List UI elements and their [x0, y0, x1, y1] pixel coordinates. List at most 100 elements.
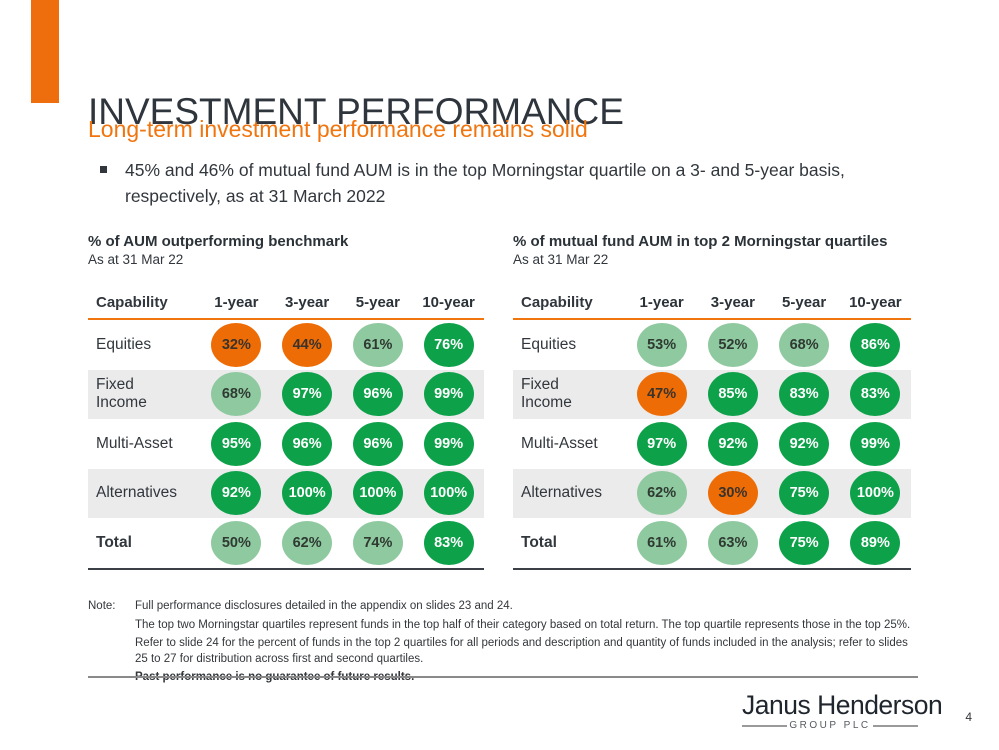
- table-title: % of mutual fund AUM in top 2 Morningsta…: [513, 233, 888, 250]
- column-header-10-year: 10-year: [849, 293, 902, 311]
- value-badge: 97%: [282, 372, 333, 417]
- value-badge: 32%: [211, 322, 262, 367]
- row-label: Multi-Asset: [521, 434, 598, 452]
- value-badge: 99%: [423, 372, 474, 417]
- table-row-alternatives: Alternatives 92% 100% 100% 100%: [88, 468, 484, 518]
- value-badge: 74%: [352, 520, 403, 565]
- value-badge: 97%: [636, 421, 687, 466]
- value-badge: 61%: [636, 520, 687, 565]
- row-label: Alternatives: [521, 484, 602, 502]
- table-row-multi-asset: Multi-Asset 95% 96% 96% 99%: [88, 419, 484, 469]
- table-row-fixed-income: Fixed Income 68% 97% 96% 99%: [88, 369, 484, 419]
- column-header-capability: Capability: [96, 293, 168, 311]
- logo-rule-right: [872, 724, 919, 727]
- value-badge: 50%: [211, 520, 262, 565]
- bullet-item: 45% and 46% of mutual fund AUM is in the…: [100, 157, 900, 209]
- value-badge: 83%: [779, 372, 830, 417]
- value-badge: 92%: [211, 471, 262, 516]
- row-label: Total: [521, 533, 557, 551]
- note-label: Note:: [88, 600, 116, 612]
- logo-subline: GROUP PLC: [742, 720, 919, 731]
- logo-wordmark: Janus Henderson: [742, 690, 943, 720]
- value-badge: 100%: [352, 471, 403, 516]
- table-as-at-date: As at 31 Mar 22: [513, 252, 609, 267]
- value-badge: 63%: [707, 520, 758, 565]
- value-badge: 96%: [352, 372, 403, 417]
- logo-rule-left: [742, 724, 788, 727]
- value-badge: 75%: [779, 520, 830, 565]
- table-row-equities: Equities 53% 52% 68% 86%: [513, 320, 911, 370]
- value-badge: 62%: [636, 471, 687, 516]
- note-line: Full performance disclosures detailed in…: [135, 600, 513, 612]
- value-badge: 62%: [282, 520, 333, 565]
- table-as-at-date: As at 31 Mar 22: [88, 252, 184, 267]
- row-label: Equities: [521, 335, 577, 353]
- value-badge: 96%: [352, 421, 403, 466]
- bullet-text: 45% and 46% of mutual fund AUM is in the…: [125, 160, 845, 206]
- value-badge: 52%: [707, 322, 758, 367]
- table-row-total: Total 61% 63% 75% 89%: [513, 518, 911, 570]
- column-header-1-year: 1-year: [214, 293, 259, 311]
- value-badge: 95%: [211, 421, 262, 466]
- table-header-row: Capability 1-year 3-year 5-year 10-year: [88, 286, 484, 320]
- value-badge: 89%: [850, 520, 901, 565]
- column-header-10-year: 10-year: [422, 293, 475, 311]
- table-row-fixed-income: Fixed Income 47% 85% 83% 83%: [513, 369, 911, 419]
- table-header-row: Capability 1-year 3-year 5-year 10-year: [513, 286, 911, 320]
- page-title: INVESTMENT PERFORMANCE: [88, 90, 624, 132]
- value-badge: 76%: [423, 322, 474, 367]
- note-body: Full performance disclosures detailed in…: [135, 599, 922, 689]
- value-badge: 30%: [707, 471, 758, 516]
- value-badge: 100%: [850, 471, 901, 516]
- footer-divider: [88, 676, 918, 678]
- footnote-block: Note: Full performance disclosures detai…: [88, 599, 922, 689]
- table-row-alternatives: Alternatives 62% 30% 75% 100%: [513, 468, 911, 518]
- value-badge: 86%: [850, 322, 901, 367]
- row-label: Fixed Income: [521, 376, 572, 412]
- note-line: Refer to slide 24 for the percent of fun…: [135, 637, 908, 665]
- column-header-capability: Capability: [521, 293, 593, 311]
- value-badge: 61%: [352, 322, 403, 367]
- value-badge: 53%: [636, 322, 687, 367]
- column-header-3-year: 3-year: [285, 293, 330, 311]
- value-badge: 83%: [423, 520, 474, 565]
- value-badge: 100%: [423, 471, 474, 516]
- tables-container: % of AUM outperforming benchmark As at 3…: [88, 232, 911, 570]
- note-line: The top two Morningstar quartiles repres…: [135, 618, 911, 631]
- row-label: Multi-Asset: [96, 434, 173, 452]
- value-badge: 68%: [211, 372, 262, 417]
- value-badge: 44%: [282, 322, 333, 367]
- bullet-square-icon: [100, 166, 107, 173]
- page-number: 4: [965, 710, 972, 724]
- column-header-3-year: 3-year: [710, 293, 755, 311]
- value-badge: 99%: [850, 421, 901, 466]
- janus-henderson-logo: Janus Henderson GROUP PLC: [742, 690, 943, 731]
- morningstar-quartiles-table: % of mutual fund AUM in top 2 Morningsta…: [513, 232, 911, 570]
- value-badge: 47%: [636, 372, 687, 417]
- row-label: Fixed Income: [96, 376, 147, 412]
- aum-outperforming-benchmark-table: % of AUM outperforming benchmark As at 3…: [88, 232, 484, 570]
- value-badge: 100%: [282, 471, 333, 516]
- value-badge: 75%: [779, 471, 830, 516]
- table-title: % of AUM outperforming benchmark: [88, 233, 349, 250]
- table-row-equities: Equities 32% 44% 61% 76%: [88, 320, 484, 370]
- value-badge: 85%: [707, 372, 758, 417]
- table-row-total: Total 50% 62% 74% 83%: [88, 518, 484, 570]
- brand-accent-bar: [31, 0, 59, 103]
- row-label: Alternatives: [96, 484, 177, 502]
- value-badge: 68%: [779, 322, 830, 367]
- column-header-5-year: 5-year: [782, 293, 827, 311]
- row-label: Total: [96, 533, 132, 551]
- value-badge: 92%: [707, 421, 758, 466]
- value-badge: 92%: [779, 421, 830, 466]
- value-badge: 83%: [850, 372, 901, 417]
- column-header-1-year: 1-year: [639, 293, 684, 311]
- table-row-multi-asset: Multi-Asset 97% 92% 92% 99%: [513, 419, 911, 469]
- value-badge: 96%: [282, 421, 333, 466]
- page-subtitle: Long-term investment performance remains…: [88, 116, 588, 142]
- column-header-5-year: 5-year: [355, 293, 400, 311]
- value-badge: 99%: [423, 421, 474, 466]
- row-label: Equities: [96, 335, 152, 353]
- logo-subtext: GROUP PLC: [789, 720, 871, 731]
